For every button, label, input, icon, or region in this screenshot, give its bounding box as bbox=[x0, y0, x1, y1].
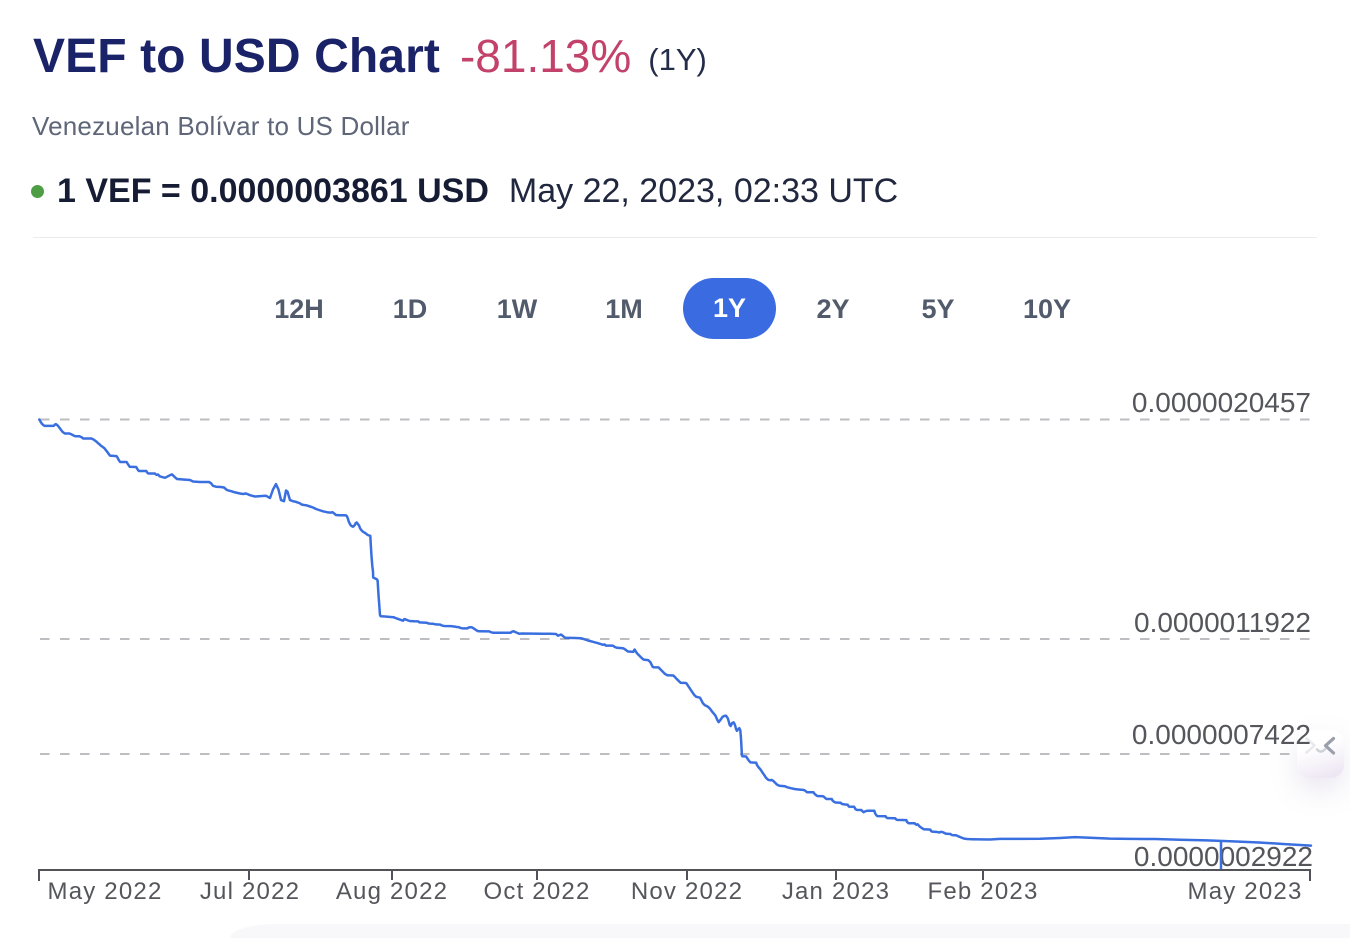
svg-text:May 2023: May 2023 bbox=[1188, 878, 1303, 905]
svg-text:0.0000007422: 0.0000007422 bbox=[1132, 719, 1311, 750]
svg-text:0.0000020457: 0.0000020457 bbox=[1132, 387, 1311, 418]
svg-text:May 2022: May 2022 bbox=[48, 878, 163, 905]
svg-text:Jan 2023: Jan 2023 bbox=[782, 878, 890, 905]
svg-text:Jul 2022: Jul 2022 bbox=[200, 878, 300, 905]
svg-text:0.0000002922: 0.0000002922 bbox=[1134, 841, 1313, 872]
svg-text:Oct 2022: Oct 2022 bbox=[484, 878, 591, 905]
svg-text:Feb 2023: Feb 2023 bbox=[927, 878, 1038, 905]
svg-text:Aug 2022: Aug 2022 bbox=[336, 878, 448, 905]
svg-text:0.0000011922: 0.0000011922 bbox=[1134, 607, 1311, 638]
svg-text:Nov 2022: Nov 2022 bbox=[631, 878, 743, 905]
